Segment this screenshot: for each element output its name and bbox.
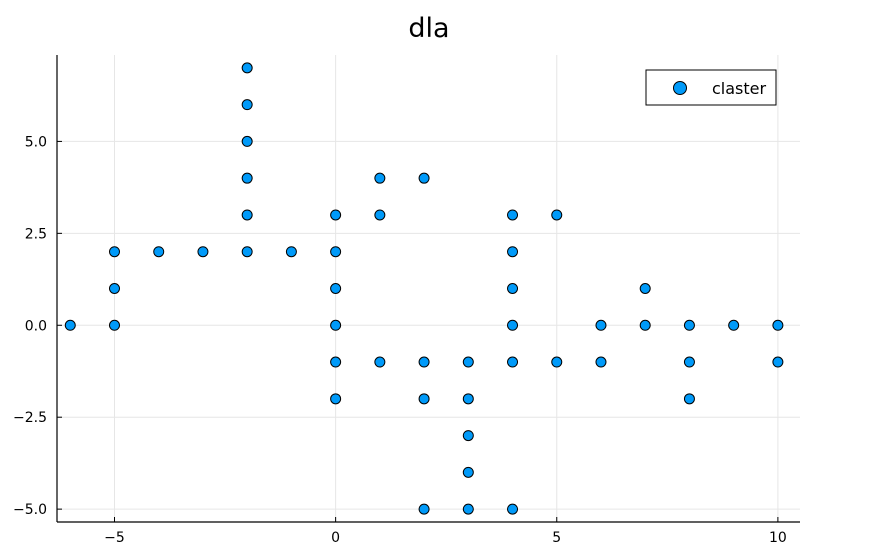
data-point	[462, 356, 474, 368]
data-point	[639, 319, 651, 331]
data-point	[595, 319, 607, 331]
tick-labels: −5 0 5 10 −5.0 −2.5 0.0 2.5 5.0	[13, 134, 787, 546]
data-point	[639, 283, 651, 294]
data-point	[153, 246, 165, 258]
data-point	[551, 356, 563, 368]
data-point	[330, 246, 342, 258]
data-point	[772, 356, 784, 368]
data-point	[507, 319, 519, 331]
data-point	[462, 430, 474, 442]
data-point	[285, 246, 297, 258]
data-point	[507, 283, 519, 294]
data-point	[507, 356, 519, 368]
y-tick-label: −5.0	[13, 502, 47, 518]
data-point	[507, 503, 519, 515]
data-point	[330, 356, 342, 368]
data-point	[241, 172, 253, 184]
data-point	[462, 393, 474, 405]
data-point	[108, 319, 120, 331]
legend-box	[645, 69, 777, 106]
data-point	[507, 209, 519, 221]
data-point	[418, 393, 430, 405]
data-point	[507, 246, 519, 258]
grid-lines	[57, 55, 800, 522]
data-point	[64, 319, 76, 331]
data-point	[374, 356, 386, 368]
y-tick-label: −2.5	[13, 410, 47, 426]
data-point	[374, 209, 386, 221]
data-point	[330, 319, 342, 331]
legend-label: claster	[712, 79, 767, 98]
data-point	[241, 209, 253, 221]
legend-marker	[673, 81, 687, 95]
x-tick-label: 10	[769, 530, 787, 546]
data-point	[108, 283, 120, 294]
data-point	[418, 503, 430, 515]
data-point	[241, 99, 253, 111]
x-tick-label: 0	[331, 530, 340, 546]
data-point	[197, 246, 209, 258]
data-point	[683, 356, 695, 368]
data-point	[330, 393, 342, 405]
y-tick-label: 2.5	[25, 226, 47, 242]
chart-title: dla	[408, 13, 449, 44]
legend: claster	[645, 69, 777, 106]
axes	[56, 55, 800, 523]
data-point	[551, 209, 563, 221]
y-tick-label: 0.0	[25, 318, 47, 334]
data-point	[418, 356, 430, 368]
data-point	[330, 283, 342, 294]
data-point	[772, 319, 784, 331]
data-point	[418, 172, 430, 184]
data-point	[683, 319, 695, 331]
data-point	[462, 503, 474, 515]
y-tick-label: 5.0	[25, 134, 47, 150]
data-point	[330, 209, 342, 221]
data-point	[241, 246, 253, 258]
data-point	[108, 246, 120, 258]
x-tick-label: −5	[104, 530, 125, 546]
data-point	[241, 135, 253, 147]
data-points	[64, 62, 784, 515]
data-point	[374, 172, 386, 184]
data-point	[683, 393, 695, 405]
data-point	[241, 62, 253, 74]
data-point	[595, 356, 607, 368]
x-tick-label: 5	[552, 530, 561, 546]
data-point	[728, 319, 740, 331]
data-point	[462, 466, 474, 478]
